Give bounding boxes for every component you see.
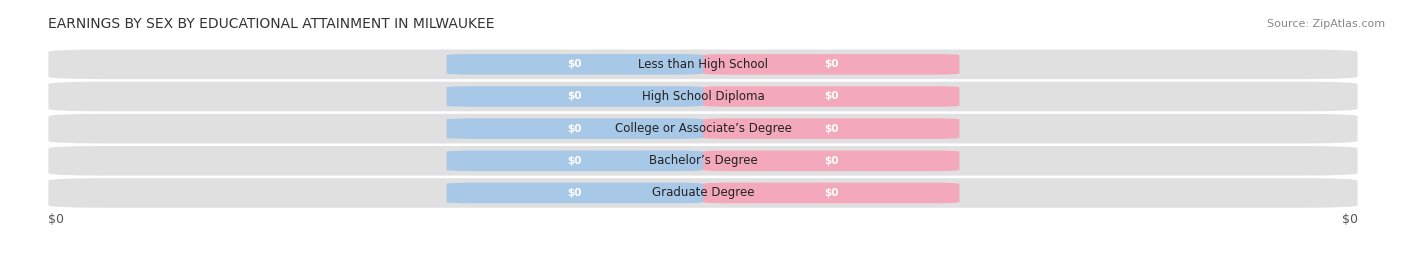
FancyBboxPatch shape (447, 118, 703, 139)
FancyBboxPatch shape (703, 151, 959, 171)
Text: $0: $0 (1341, 213, 1358, 226)
Text: Source: ZipAtlas.com: Source: ZipAtlas.com (1267, 19, 1385, 29)
FancyBboxPatch shape (447, 151, 703, 171)
FancyBboxPatch shape (703, 118, 959, 139)
Text: High School Diploma: High School Diploma (641, 90, 765, 103)
Text: $0: $0 (568, 124, 582, 134)
Text: College or Associate’s Degree: College or Associate’s Degree (614, 122, 792, 135)
Text: $0: $0 (568, 156, 582, 166)
FancyBboxPatch shape (48, 114, 1358, 143)
Text: EARNINGS BY SEX BY EDUCATIONAL ATTAINMENT IN MILWAUKEE: EARNINGS BY SEX BY EDUCATIONAL ATTAINMEN… (48, 17, 495, 31)
Text: $0: $0 (824, 156, 838, 166)
FancyBboxPatch shape (48, 50, 1358, 79)
Text: $0: $0 (568, 188, 582, 198)
FancyBboxPatch shape (703, 183, 959, 203)
FancyBboxPatch shape (447, 86, 703, 107)
Text: $0: $0 (824, 59, 838, 69)
Text: $0: $0 (824, 124, 838, 134)
Text: $0: $0 (824, 188, 838, 198)
FancyBboxPatch shape (447, 183, 703, 203)
Text: $0: $0 (568, 59, 582, 69)
Legend: Male, Female: Male, Female (631, 264, 775, 268)
FancyBboxPatch shape (48, 178, 1358, 208)
Text: $0: $0 (48, 213, 65, 226)
Text: Less than High School: Less than High School (638, 58, 768, 71)
FancyBboxPatch shape (447, 54, 703, 75)
Text: Graduate Degree: Graduate Degree (652, 187, 754, 199)
Text: $0: $0 (568, 91, 582, 102)
FancyBboxPatch shape (48, 146, 1358, 176)
FancyBboxPatch shape (703, 54, 959, 75)
FancyBboxPatch shape (48, 82, 1358, 111)
Text: Bachelor’s Degree: Bachelor’s Degree (648, 154, 758, 167)
FancyBboxPatch shape (703, 86, 959, 107)
Text: $0: $0 (824, 91, 838, 102)
